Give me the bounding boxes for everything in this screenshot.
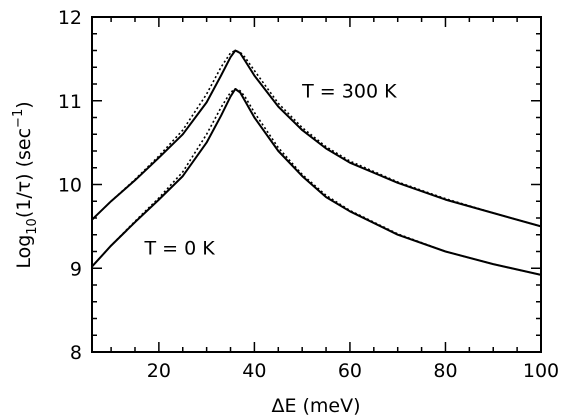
y-axis-label-post: ) <box>13 101 35 108</box>
y-tick-label: 12 <box>58 7 82 29</box>
y-axis-label-mid: (1/τ) (sec <box>13 128 35 218</box>
x-axis-label: ΔE (meV) <box>271 395 360 417</box>
y-tick-label: 10 <box>58 175 82 197</box>
annotation-label: T = 300 K <box>301 81 397 103</box>
y-axis-label-pre: Log <box>13 235 35 269</box>
x-tick-label: 60 <box>338 360 362 382</box>
dotted-curve <box>91 88 542 276</box>
plot-frame <box>91 16 542 353</box>
x-tick-label: 20 <box>147 360 171 382</box>
annotations: T = 300 K T = 0 K <box>144 81 398 260</box>
y-tick-label: 9 <box>70 258 82 280</box>
x-tick-label: 100 <box>523 360 559 382</box>
x-tick-label: 40 <box>242 360 266 382</box>
y-axis-label-sup: −1 <box>11 109 26 128</box>
solid-curve <box>91 49 542 228</box>
tick-labels: 20 40 60 80 100 8 9 10 11 12 <box>58 7 559 382</box>
dotted-curve <box>91 49 542 228</box>
solid-curve <box>91 88 542 276</box>
annotation-label: T = 0 K <box>144 237 216 259</box>
y-axis-label-sub: 10 <box>25 218 40 235</box>
y-axis-label: Log10(1/τ) (sec−1) <box>11 101 40 268</box>
ticks <box>92 16 542 353</box>
x-tick-label: 80 <box>433 360 457 382</box>
y-tick-label: 8 <box>70 342 82 364</box>
y-tick-label: 11 <box>58 91 82 113</box>
series-group <box>91 49 542 276</box>
